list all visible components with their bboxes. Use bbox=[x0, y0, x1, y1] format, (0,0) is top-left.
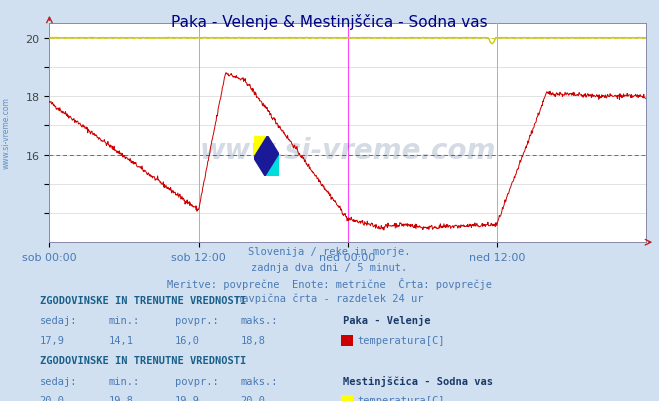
Text: Paka - Velenje & Mestinjščica - Sodna vas: Paka - Velenje & Mestinjščica - Sodna va… bbox=[171, 14, 488, 30]
Text: zadnja dva dni / 5 minut.: zadnja dva dni / 5 minut. bbox=[251, 262, 408, 272]
Text: temperatura[C]: temperatura[C] bbox=[357, 335, 445, 345]
Text: 17,9: 17,9 bbox=[40, 335, 65, 345]
Text: 18,8: 18,8 bbox=[241, 335, 266, 345]
Text: maks.:: maks.: bbox=[241, 376, 278, 386]
Text: 14,1: 14,1 bbox=[109, 335, 134, 345]
Text: navpična črta - razdelek 24 ur: navpična črta - razdelek 24 ur bbox=[236, 292, 423, 303]
Text: Slovenija / reke in morje.: Slovenija / reke in morje. bbox=[248, 247, 411, 257]
Text: 20,0: 20,0 bbox=[241, 395, 266, 401]
Text: Paka - Velenje: Paka - Velenje bbox=[343, 315, 430, 326]
Text: 19,9: 19,9 bbox=[175, 395, 200, 401]
Text: min.:: min.: bbox=[109, 376, 140, 386]
Polygon shape bbox=[265, 154, 279, 176]
Polygon shape bbox=[254, 136, 268, 158]
Text: ZGODOVINSKE IN TRENUTNE VREDNOSTI: ZGODOVINSKE IN TRENUTNE VREDNOSTI bbox=[40, 355, 246, 365]
Text: sedaj:: sedaj: bbox=[40, 316, 77, 326]
Text: www.si-vreme.com: www.si-vreme.com bbox=[2, 97, 11, 168]
Text: povpr.:: povpr.: bbox=[175, 316, 218, 326]
Text: min.:: min.: bbox=[109, 316, 140, 326]
Text: 16,0: 16,0 bbox=[175, 335, 200, 345]
Text: povpr.:: povpr.: bbox=[175, 376, 218, 386]
Text: Mestinjščica - Sodna vas: Mestinjščica - Sodna vas bbox=[343, 375, 493, 386]
Text: 19,8: 19,8 bbox=[109, 395, 134, 401]
Text: sedaj:: sedaj: bbox=[40, 376, 77, 386]
Polygon shape bbox=[254, 136, 279, 176]
Text: ZGODOVINSKE IN TRENUTNE VREDNOSTI: ZGODOVINSKE IN TRENUTNE VREDNOSTI bbox=[40, 295, 246, 305]
Text: www.si-vreme.com: www.si-vreme.com bbox=[200, 137, 496, 165]
Text: 20,0: 20,0 bbox=[40, 395, 65, 401]
Text: maks.:: maks.: bbox=[241, 316, 278, 326]
Text: temperatura[C]: temperatura[C] bbox=[357, 395, 445, 401]
Text: Meritve: povprečne  Enote: metrične  Črta: povprečje: Meritve: povprečne Enote: metrične Črta:… bbox=[167, 277, 492, 289]
